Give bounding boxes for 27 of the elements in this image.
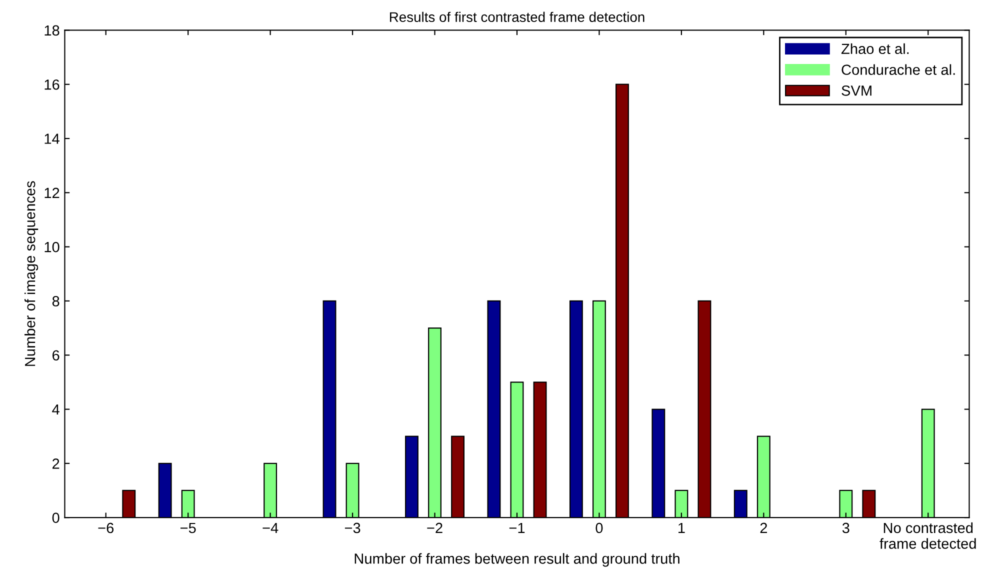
legend-label: SVM xyxy=(842,85,872,96)
y-tick-label: 16 xyxy=(44,79,60,90)
y-tick-label: 6 xyxy=(52,350,60,361)
y-tick-label: 8 xyxy=(52,296,60,306)
x-tick-label: −4 xyxy=(262,522,278,533)
x-tick-label: 2 xyxy=(760,522,767,533)
y-axis-title: Number of image sequences xyxy=(24,181,38,366)
x-tick-label: −2 xyxy=(427,522,442,533)
y-tick-label: 18 xyxy=(44,25,60,36)
x-tick-label: −3 xyxy=(344,522,360,534)
y-tick-label: 14 xyxy=(44,134,60,144)
chart-title: Results of first contrasted frame detection xyxy=(390,12,644,22)
legend-label: Condurache et al. xyxy=(842,64,955,75)
x-tick-label: 3 xyxy=(842,522,850,534)
x-tick-label: −6 xyxy=(98,522,114,534)
legend-label: Zhao et al. xyxy=(841,43,909,54)
y-tick-label: 12 xyxy=(44,188,60,198)
y-tick-label: 0 xyxy=(52,512,60,523)
y-tick-label: 10 xyxy=(44,242,60,252)
y-tick-label: 4 xyxy=(52,404,60,415)
x-tick-label: −5 xyxy=(180,522,196,534)
x-tick-label: 0 xyxy=(596,522,603,534)
x-tick-label: No contrasted frame detected xyxy=(880,522,976,549)
x-tick-label: 1 xyxy=(678,522,685,533)
x-axis-title: Number of frames between result and ground truth xyxy=(354,553,680,567)
x-tick-label: −1 xyxy=(509,522,525,533)
y-tick-label: 2 xyxy=(52,458,60,469)
